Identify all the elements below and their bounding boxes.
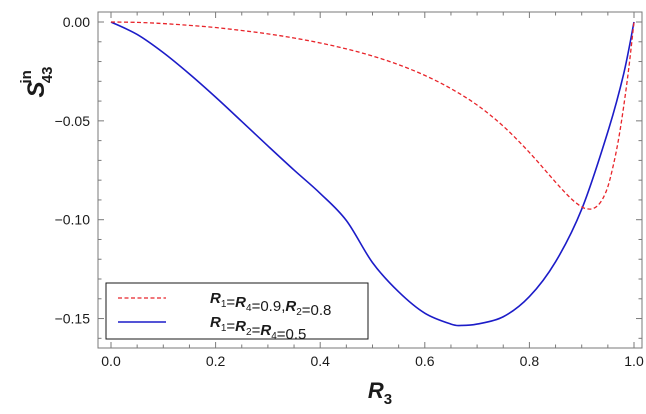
y-tick-label: −0.15 <box>55 311 91 327</box>
y-tick-label: −0.05 <box>55 113 91 129</box>
axis-ticks <box>98 12 642 348</box>
legend: R1=R4=0.9,R2=0.8 R1=R2=R4=0.5 <box>105 282 369 343</box>
x-tick-label: 0.0 <box>101 353 121 369</box>
y-tick-label: 0.00 <box>63 14 90 30</box>
y-axis-title: Sin 43 <box>18 66 56 97</box>
x-tick-label: 0.2 <box>206 353 226 369</box>
x-axis-title: R3 <box>368 378 392 408</box>
series-layer <box>110 21 635 327</box>
x-tick-label: 0.6 <box>415 353 435 369</box>
series-line-2 <box>110 21 635 327</box>
legend-label-series-2: R1=R2=R4=0.5 <box>210 314 306 343</box>
axis-tick-labels: 0.0 0.2 0.4 0.6 0.8 1.0 0.00 −0.05 −0.10 −0.15 <box>55 14 644 369</box>
legend-label-series-1: R1=R4=0.9,R2=0.8 <box>210 290 331 319</box>
x-tick-label: 1.0 <box>624 353 644 369</box>
y-tick-label: −0.10 <box>55 212 91 228</box>
x-tick-label: 0.8 <box>520 353 540 369</box>
legend-box <box>105 282 369 340</box>
series-line-1 <box>110 21 635 210</box>
x-tick-label: 0.4 <box>310 353 330 369</box>
